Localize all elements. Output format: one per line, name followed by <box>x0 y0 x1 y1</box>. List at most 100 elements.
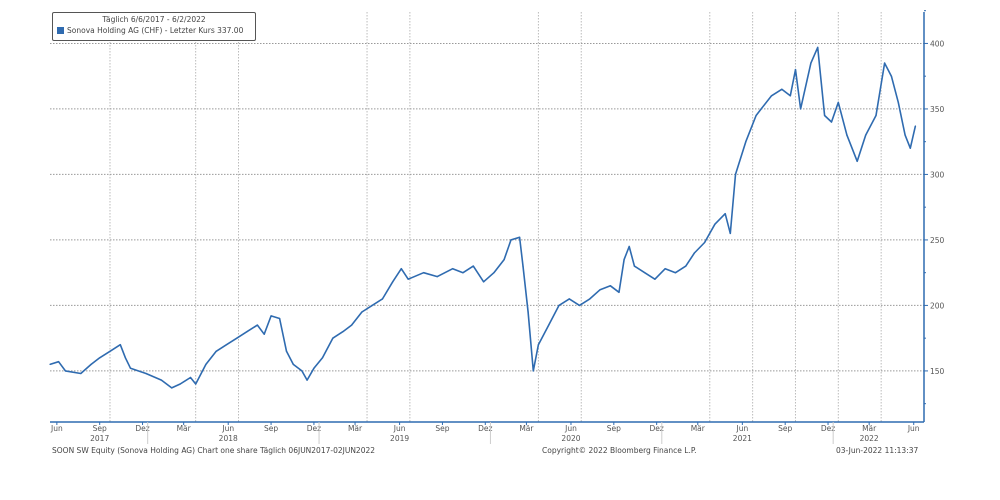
price-point <box>532 370 534 372</box>
x-year-label: 2017 <box>90 434 109 443</box>
x-tick-label: Sep <box>435 424 449 433</box>
x-year-label: 2018 <box>219 434 238 443</box>
price-point <box>724 213 726 215</box>
price-point <box>734 173 737 176</box>
legend: Täglich 6/6/2017 - 6/2/2022 Sonova Holdi… <box>52 12 256 41</box>
x-year-label: 2019 <box>390 434 409 443</box>
price-point <box>510 239 512 241</box>
price-point <box>64 370 67 372</box>
footer-ticker: SOON SW Equity (Sonova Holding AG) Chart… <box>52 446 376 455</box>
price-point <box>693 252 695 254</box>
price-point <box>729 232 731 234</box>
price-point <box>755 114 757 117</box>
price-point <box>518 236 521 238</box>
price-point <box>789 95 791 97</box>
price-point <box>794 69 797 71</box>
price-point <box>332 337 334 339</box>
x-tick-label: Sep <box>778 424 792 433</box>
price-point <box>654 278 656 280</box>
price-point <box>628 245 630 248</box>
price-point <box>537 344 540 346</box>
price-line <box>49 46 917 389</box>
price-point <box>664 268 666 270</box>
price-point <box>351 324 353 326</box>
price-point <box>189 376 192 379</box>
price-point <box>685 265 687 267</box>
price-point <box>472 265 474 267</box>
price-point <box>883 62 886 64</box>
price-point <box>313 367 315 369</box>
price-point <box>856 160 858 162</box>
price-point <box>644 272 646 274</box>
price-point <box>623 258 625 261</box>
x-year-label: 2021 <box>733 434 752 443</box>
price-point <box>171 387 173 389</box>
price-point <box>270 315 272 317</box>
legend-swatch <box>57 27 64 34</box>
x-tick-label: Mär <box>177 424 192 433</box>
x-tick-label: Jun <box>907 424 920 433</box>
price-point <box>400 268 402 270</box>
price-point <box>57 361 60 363</box>
price-point <box>633 265 635 267</box>
price-point <box>599 289 601 291</box>
price-point <box>578 304 581 307</box>
price-point <box>781 88 783 90</box>
x-tick-label: Jun <box>735 424 748 433</box>
x-tick-label: Sep <box>264 424 278 433</box>
price-point <box>342 331 344 333</box>
price-point <box>618 291 620 293</box>
price-point <box>452 268 454 270</box>
footer-timestamp: 03-Jun-2022 11:13:37 <box>836 446 919 455</box>
y-tick-label: 400 <box>930 39 945 48</box>
chart-title: Täglich 6/6/2017 - 6/2/2022 <box>102 15 206 24</box>
price-point <box>321 357 324 359</box>
price-point <box>824 114 826 117</box>
price-point <box>482 281 485 283</box>
price-point <box>522 265 524 267</box>
price-point <box>714 223 716 225</box>
price-point <box>745 141 747 143</box>
footer-copyright: Copyright© 2022 Bloomberg Finance L.P. <box>542 446 697 455</box>
x-tick-label: Sep <box>607 424 621 433</box>
price-point <box>875 114 877 117</box>
price-point <box>145 372 147 375</box>
price-point <box>493 272 495 274</box>
price-point <box>407 278 409 280</box>
x-tick-label: Dez <box>821 424 835 433</box>
price-point <box>568 298 570 300</box>
legend-label: Sonova Holding AG (CHF) - Letzter Kurs 3… <box>67 26 244 35</box>
price-point <box>263 333 265 335</box>
x-tick-label: Mär <box>862 424 877 433</box>
x-year-label: 2020 <box>561 434 580 443</box>
price-point <box>195 383 197 385</box>
price-point <box>90 363 92 365</box>
price-point <box>674 272 677 274</box>
price-point <box>292 363 294 365</box>
price-point <box>760 108 762 110</box>
price-point <box>462 272 464 274</box>
x-tick-label: Jun <box>564 424 577 433</box>
price-point <box>160 379 162 381</box>
price-point <box>890 75 893 77</box>
x-tick-label: Dez <box>478 424 492 433</box>
y-tick-label: 250 <box>930 236 945 245</box>
price-point <box>205 363 207 365</box>
price-point <box>99 357 101 359</box>
price-point <box>215 350 217 352</box>
y-tick-label: 200 <box>930 301 945 310</box>
price-point <box>558 304 560 307</box>
price-point <box>246 331 248 333</box>
price-point <box>865 134 867 136</box>
price-point <box>422 272 425 274</box>
price-point <box>225 344 228 346</box>
price-point <box>279 317 281 320</box>
x-tick-label: Sep <box>93 424 107 433</box>
price-point <box>371 304 373 307</box>
price-point <box>527 311 529 313</box>
price-point <box>49 363 51 365</box>
price-point <box>548 324 550 326</box>
price-point <box>817 46 819 48</box>
